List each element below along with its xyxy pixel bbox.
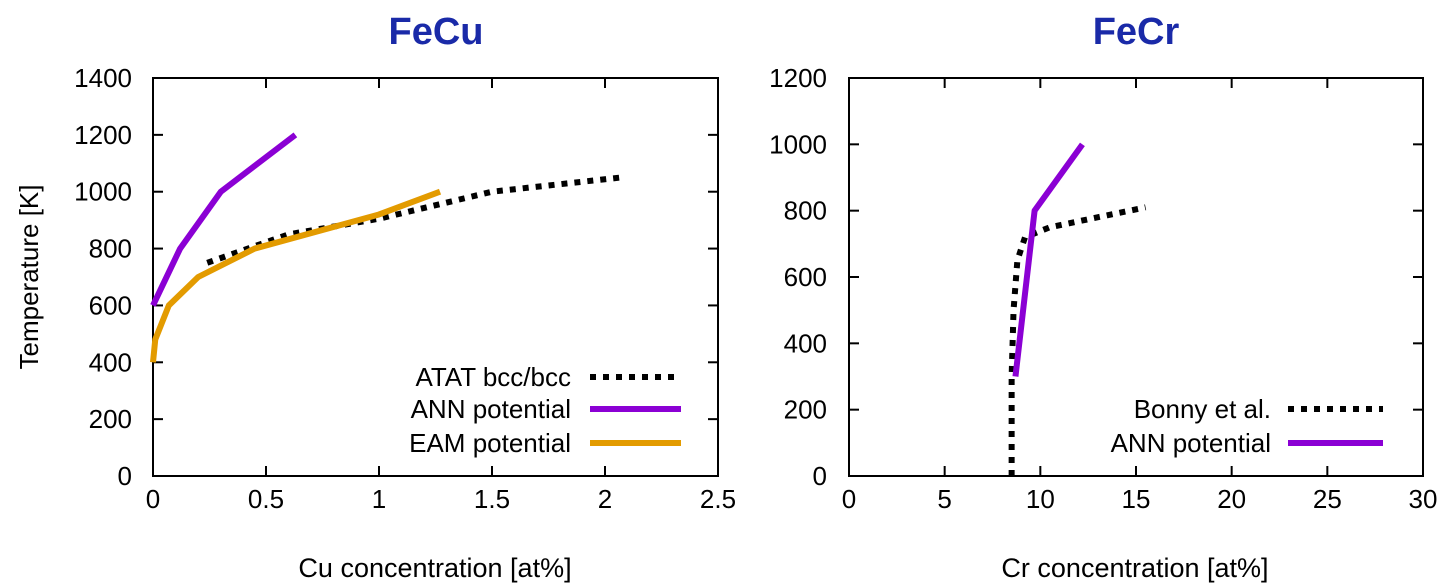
x-tick-label: 15 xyxy=(1122,484,1151,514)
y-tick-label: 0 xyxy=(813,461,827,491)
y-tick-label: 1200 xyxy=(769,63,827,93)
x-tick-label: 0.5 xyxy=(248,484,284,514)
chart-title: FeCr xyxy=(1093,11,1180,53)
x-tick-label: 20 xyxy=(1217,484,1246,514)
legend: ATAT bcc/bcc ANN potential EAM potential xyxy=(409,362,681,458)
legend: Bonny et al. ANN potential xyxy=(1111,394,1383,458)
x-tick-label: 5 xyxy=(937,484,951,514)
x-tick-label: 30 xyxy=(1409,484,1438,514)
chart-fecr: FeCr 0 5 10 15 20 25 30 0 200 400 600 80… xyxy=(769,11,1437,583)
x-tick-label: 10 xyxy=(1026,484,1055,514)
x-tick-label: 1.5 xyxy=(474,484,510,514)
legend-label: Bonny et al. xyxy=(1134,394,1271,424)
chart-title: FeCu xyxy=(389,11,484,53)
x-axis-label: Cr concentration [at%] xyxy=(1001,553,1268,583)
series-line-eam xyxy=(150,188,442,363)
legend-label: EAM potential xyxy=(409,428,571,458)
x-tick-label: 1 xyxy=(372,484,386,514)
y-tick-label: 1400 xyxy=(74,63,132,93)
x-axis-label: Cu concentration [at%] xyxy=(298,553,571,583)
legend-label: ANN potential xyxy=(411,394,571,424)
x-tick-labels: 0 5 10 15 20 25 30 xyxy=(842,484,1438,514)
x-tick-labels: 0 0.5 1 1.5 2 2.5 xyxy=(146,484,736,514)
tick-marks xyxy=(848,77,1424,477)
x-tick-label: 2 xyxy=(598,484,612,514)
y-tick-labels: 0 200 400 600 800 1000 1200 1400 xyxy=(74,63,132,491)
x-tick-label: 0 xyxy=(842,484,856,514)
x-tick-label: 2.5 xyxy=(700,484,736,514)
x-tick-label: 0 xyxy=(146,484,160,514)
y-tick-label: 600 xyxy=(784,262,827,292)
x-tick-label: 25 xyxy=(1313,484,1342,514)
chart-fecu: FeCu 0 0.5 1 1.5 2 2.5 0 200 400 600 800… xyxy=(14,11,736,583)
y-tick-label: 200 xyxy=(784,395,827,425)
y-tick-label: 400 xyxy=(784,328,827,358)
legend-label: ANN potential xyxy=(1111,428,1271,458)
legend-label: ATAT bcc/bcc xyxy=(415,362,571,392)
y-tick-label: 1000 xyxy=(74,177,132,207)
series-line-ann xyxy=(1012,142,1085,377)
y-tick-label: 1000 xyxy=(769,129,827,159)
y-tick-label: 400 xyxy=(89,347,132,377)
plot-frame xyxy=(152,77,719,477)
y-tick-label: 0 xyxy=(118,461,132,491)
y-tick-label: 800 xyxy=(89,234,132,264)
y-tick-label: 1200 xyxy=(74,120,132,150)
y-tick-label: 200 xyxy=(89,404,132,434)
y-tick-label: 800 xyxy=(784,196,827,226)
series-line-atat xyxy=(206,174,622,266)
y-axis-label: Temperature [K] xyxy=(14,185,44,370)
series-line-ann xyxy=(150,132,298,307)
y-tick-labels: 0 200 400 600 800 1000 1200 xyxy=(769,63,827,491)
y-tick-label: 600 xyxy=(89,290,132,320)
